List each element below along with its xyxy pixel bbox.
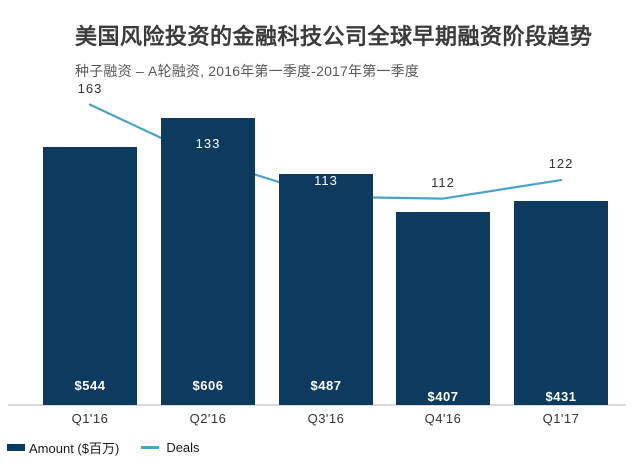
x-axis-label-q2-16: Q2'16 <box>189 411 227 426</box>
chart-title: 美国风险投资的金融科技公司全球早期融资阶段趋势 <box>75 24 593 49</box>
bar-value-label-q1-16: $544 <box>74 378 106 393</box>
deals-value-label-q2-16: 133 <box>195 135 221 151</box>
amount-series-swatch-icon <box>7 443 25 451</box>
bar-q4-16 <box>396 212 490 405</box>
x-axis-label-q1-17: Q1'17 <box>542 411 580 426</box>
deals-value-label-q3-16: 113 <box>314 172 338 188</box>
chart-subtitle: 种子融资 – A轮融资, 2016年第一季度-2017年第一季度 <box>75 63 420 79</box>
x-axis-label-q1-16: Q1'16 <box>71 411 109 426</box>
deals-legend-label: Deals <box>166 439 200 455</box>
bar-q3-16 <box>279 174 373 405</box>
bar-q2-16 <box>161 118 255 405</box>
x-axis-label-q3-16: Q3'16 <box>307 411 345 426</box>
bar-value-label-q2-16: $606 <box>192 378 224 393</box>
deals-value-label-q1-16: 163 <box>77 80 103 96</box>
bar-q1-16 <box>43 147 137 405</box>
bar-value-label-q4-16: $407 <box>427 389 459 404</box>
bar-value-label-q3-16: $487 <box>310 378 342 393</box>
x-axis-line <box>8 404 626 406</box>
deals-series-line-icon <box>141 445 160 449</box>
amount-legend-label: Amount ($百万) <box>29 440 120 456</box>
x-axis-label-q4-16: Q4'16 <box>424 411 462 426</box>
deals-value-label-q4-16: 112 <box>431 174 455 190</box>
deals-value-label-q1-17: 122 <box>548 156 574 172</box>
bar-value-label-q1-17: $431 <box>545 389 577 404</box>
legend: Amount ($百万) Deals <box>7 438 200 456</box>
bar-q1-17 <box>514 201 608 405</box>
